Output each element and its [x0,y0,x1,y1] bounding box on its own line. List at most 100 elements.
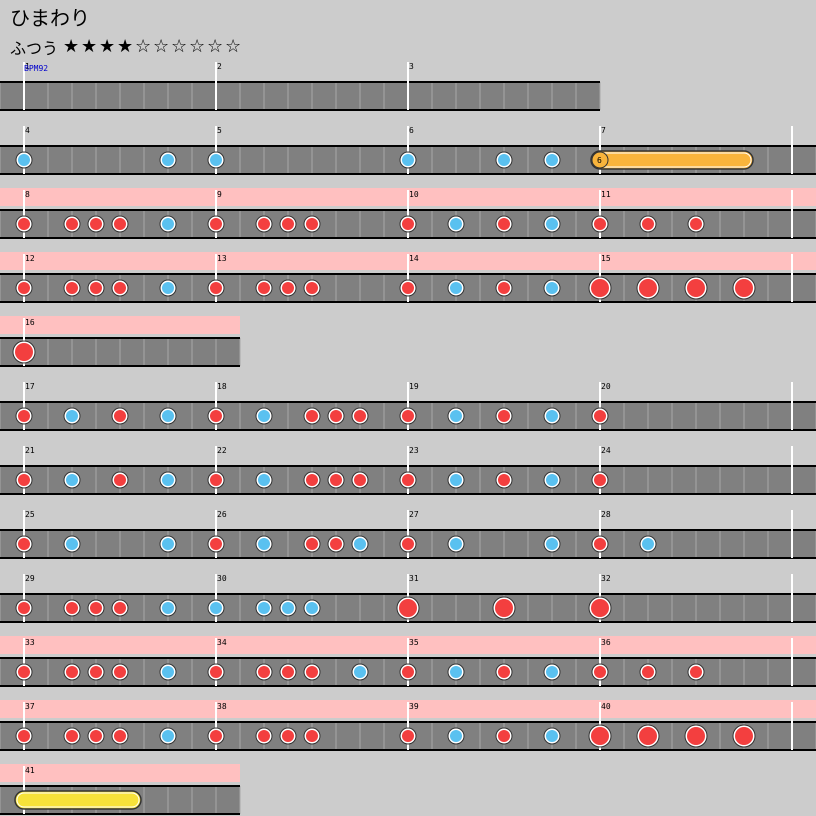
measure-number: 30 [217,574,227,583]
don-note [210,218,222,230]
measure-number: 11 [601,190,611,199]
bpm-label: BPM92 [24,64,48,73]
ka-note [162,410,174,422]
big-don-note [591,599,609,617]
measure-number: 37 [25,702,35,711]
don-note [258,282,270,294]
don-note [690,218,702,230]
don-note [66,282,78,294]
don-note [18,666,30,678]
measure-number: 39 [409,702,419,711]
ka-note [546,282,558,294]
difficulty-rating: ふつう ★ ★ ★ ★ ☆ ☆ ☆ ☆ ☆ ☆ [10,36,242,59]
measure-number: 7 [601,126,606,135]
don-note [330,474,342,486]
ka-note [306,602,318,614]
ka-note [258,602,270,614]
measure-number: 19 [409,382,419,391]
don-note [90,730,102,742]
don-note [90,666,102,678]
don-note [210,730,222,742]
don-note [18,218,30,230]
measure-number: 35 [409,638,419,647]
measure-number: 32 [601,574,611,583]
measure-number: 13 [217,254,227,263]
big-don-note [735,279,753,297]
ka-note [162,474,174,486]
ka-note [402,154,414,166]
ka-note [210,154,222,166]
measure-number: 31 [409,574,419,583]
star-filled-icon: ★ [62,36,80,57]
don-note [18,730,30,742]
don-note [402,730,414,742]
measure-number: 33 [25,638,35,647]
measure-number: 15 [601,254,611,263]
ka-note [498,154,510,166]
ka-note [162,602,174,614]
don-note [306,666,318,678]
big-don-note [399,599,417,617]
star-empty-icon: ☆ [170,36,188,57]
don-note [402,282,414,294]
ka-note [450,410,462,422]
ka-note [354,538,366,550]
don-note [66,666,78,678]
star-empty-icon: ☆ [188,36,206,57]
ka-note [450,218,462,230]
ka-note [450,282,462,294]
ka-note [354,666,366,678]
don-note [258,218,270,230]
don-note [594,666,606,678]
don-note [498,282,510,294]
don-note [594,218,606,230]
don-note [282,666,294,678]
ka-note [66,538,78,550]
star-filled-icon: ★ [98,36,116,57]
ka-note [546,154,558,166]
star-empty-icon: ☆ [224,36,242,57]
big-don-note [687,727,705,745]
measure-number: 6 [409,126,414,135]
measure-number: 24 [601,446,611,455]
ka-note [210,602,222,614]
ka-note [450,474,462,486]
don-note [210,474,222,486]
measure-number: 14 [409,254,419,263]
ka-note [546,730,558,742]
don-note [66,218,78,230]
ka-note [162,538,174,550]
star-empty-icon: ☆ [206,36,224,57]
measure-number: 9 [217,190,222,199]
difficulty-label: ふつう [10,39,59,58]
balloon-roll-note [14,790,142,810]
ka-note [18,154,30,166]
roll-highlight [16,792,140,808]
ka-note [282,602,294,614]
ka-note [546,410,558,422]
don-note [498,410,510,422]
don-note [354,474,366,486]
gogo-band [0,316,240,334]
don-note [402,666,414,678]
ka-note [450,730,462,742]
don-note [354,410,366,422]
don-note [66,730,78,742]
star-filled-icon: ★ [116,36,134,57]
ka-note [162,730,174,742]
ka-note [162,282,174,294]
don-note [114,282,126,294]
measure-number: 1 [25,62,30,71]
measure-number: 8 [25,190,30,199]
measure-number: 3 [409,62,414,71]
big-don-note [591,727,609,745]
don-note [498,474,510,486]
don-note [330,538,342,550]
ka-note [642,538,654,550]
don-note [282,282,294,294]
measure-number: 29 [25,574,35,583]
don-note [90,218,102,230]
ka-note [450,666,462,678]
don-note [402,218,414,230]
don-note [210,282,222,294]
